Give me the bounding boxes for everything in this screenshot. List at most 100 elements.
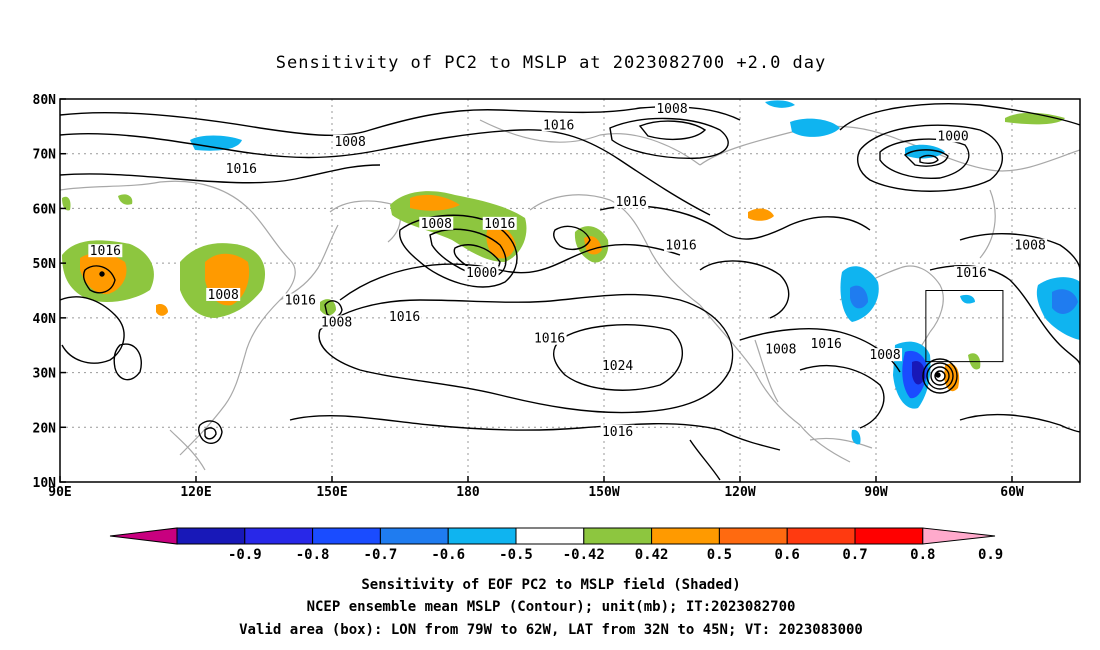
contour-label: 1008 — [765, 343, 796, 358]
colorbar-label: -0.5 — [499, 547, 533, 563]
grid — [60, 99, 1080, 482]
contour-label: 1024 — [602, 359, 633, 374]
negative-sensitivity-shading — [190, 100, 1080, 445]
colorbar-swatch — [583, 527, 653, 545]
shade-blob — [486, 225, 516, 259]
y-tick-label: 70N — [33, 148, 57, 163]
contour-label-bg — [532, 331, 567, 345]
contour-label-bg — [655, 101, 689, 115]
contour-label-bg — [319, 315, 354, 329]
colorbar-swatch — [176, 527, 246, 545]
contour-label-bg — [283, 293, 318, 307]
contour-label-bg — [206, 287, 241, 301]
y-tick-label: 10N — [33, 476, 57, 491]
contour-label-bg — [936, 129, 971, 143]
contour-label: 1016 — [602, 425, 633, 440]
contour-label-bg — [541, 118, 576, 132]
contour-label-bg — [763, 342, 798, 356]
y-axis: 80N 70N 60N 50N 40N 30N 20N 10N — [33, 93, 66, 491]
contour-label-bg — [614, 194, 649, 208]
colorbar-label: -0.42 — [563, 547, 605, 563]
contour-label-bg — [464, 266, 499, 280]
caption-line-2: NCEP ensemble mean MSLP (Contour); unit(… — [307, 599, 796, 615]
y-tick-label: 80N — [33, 93, 57, 108]
colorbar-label: 0.7 — [842, 547, 867, 563]
shade-blob — [960, 294, 975, 304]
colorbar-swatch — [312, 527, 381, 545]
shade-blob — [851, 429, 861, 445]
contour-label: 1016 — [90, 244, 121, 259]
contour-label: 1008 — [334, 135, 365, 150]
y-tick-label: 60N — [33, 202, 57, 217]
shade-blob — [410, 194, 460, 211]
contour-label-bg — [600, 424, 635, 438]
x-tick-label: 150W — [588, 485, 619, 500]
colorbar: -0.9 -0.8 -0.7 -0.6 -0.5 -0.42 0.42 0.5 0.6 0.7 0.… — [109, 527, 1003, 563]
shade-blob — [190, 135, 242, 151]
contour-label: 1016 — [534, 332, 565, 347]
x-tick-label: 90E — [48, 485, 71, 500]
y-tick-label: 50N — [33, 257, 57, 272]
contour-labels: 1008 1016 1008 1000 1016 1008 1016 1016 1016 1008… — [88, 101, 1048, 440]
shade-blob — [1005, 112, 1065, 125]
contour-label: 1016 — [543, 118, 574, 133]
contour-label: 1016 — [616, 195, 647, 210]
colorbar-swatch — [651, 527, 720, 545]
colorbar-high-triangle — [922, 527, 996, 545]
contour-label-bg — [88, 244, 123, 258]
chart-title: Sensitivity of PC2 to MSLP at 2023082700… — [276, 53, 827, 73]
contour-label-bg — [419, 216, 454, 230]
contour-label: 1016 — [285, 293, 316, 308]
contour-label-bg — [809, 337, 844, 351]
contour-label: 1008 — [421, 217, 452, 232]
contour-label: 1016 — [226, 162, 257, 177]
colorbar-label: -0.9 — [228, 547, 262, 563]
shade-blob — [765, 100, 795, 108]
x-tick-label: 60W — [1000, 485, 1024, 500]
contour-label: 1008 — [208, 288, 239, 303]
colorbar-label: -0.7 — [364, 547, 398, 563]
contour-label: 1000 — [937, 129, 968, 144]
contour-label: 1008 — [656, 102, 687, 117]
contour-label-bg — [600, 359, 635, 373]
x-tick-label: 180 — [456, 485, 480, 500]
positive-sensitivity-shading — [62, 112, 1065, 392]
colorbar-swatch — [447, 527, 517, 545]
colorbar-label: 0.42 — [635, 547, 669, 563]
contour-label: 1008 — [869, 348, 900, 363]
x-axis: 90E 120E 150E 180 150W 120W 90W 60W — [48, 476, 1024, 500]
contour-label-bg — [224, 162, 259, 176]
y-tick-label: 30N — [33, 367, 57, 382]
contour-label: 1016 — [956, 266, 987, 281]
x-tick-label: 120E — [180, 485, 211, 500]
colorbar-label: 0.9 — [978, 547, 1003, 563]
colorbar-swatch — [244, 527, 314, 545]
colorbar-label: -0.8 — [296, 547, 330, 563]
colorbar-label: -0.6 — [431, 547, 465, 563]
coastlines — [60, 119, 1080, 471]
x-tick-label: 120W — [724, 485, 755, 500]
caption-line-1: Sensitivity of EOF PC2 to MSLP field (Sh… — [361, 577, 740, 593]
x-tick-label: 150E — [316, 485, 347, 500]
colorbar-swatch — [379, 527, 449, 545]
shade-blob — [320, 299, 336, 316]
colorbar-swatch — [854, 527, 924, 545]
shade-blob — [62, 196, 71, 211]
caption-line-3: Valid area (box): LON from 79W to 62W, L… — [239, 622, 863, 638]
colorbar-swatch — [786, 527, 856, 545]
contour-label: 1008 — [1014, 239, 1045, 254]
map-frame — [59, 98, 1081, 483]
contour-label: 1016 — [484, 217, 515, 232]
contour-label-bg — [482, 216, 517, 230]
contour-label: 1016 — [810, 337, 841, 352]
colorbar-label: 0.5 — [707, 547, 732, 563]
contour-label: 1008 — [321, 315, 352, 330]
contour-label: 1016 — [665, 239, 696, 254]
colorbar-low-triangle — [109, 527, 178, 545]
contour-label-bg — [333, 134, 368, 148]
shade-blob — [118, 194, 133, 205]
shade-blob — [790, 118, 840, 137]
shade-blob — [912, 360, 926, 385]
contour-label-bg — [954, 266, 989, 280]
